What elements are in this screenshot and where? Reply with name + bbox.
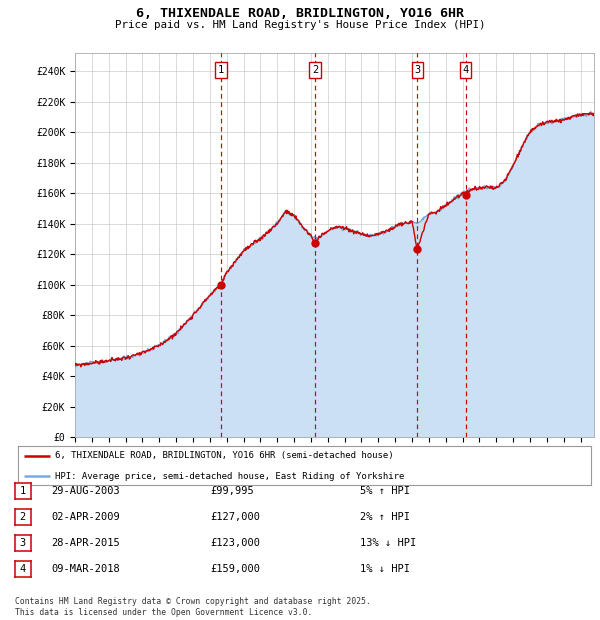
Text: 28-APR-2015: 28-APR-2015	[51, 538, 120, 548]
Text: 1% ↓ HPI: 1% ↓ HPI	[360, 564, 410, 574]
Text: 3: 3	[414, 65, 421, 75]
Text: 2: 2	[20, 512, 26, 522]
Text: 1: 1	[218, 65, 224, 75]
Text: Contains HM Land Registry data © Crown copyright and database right 2025.
This d: Contains HM Land Registry data © Crown c…	[15, 598, 371, 617]
Text: 2% ↑ HPI: 2% ↑ HPI	[360, 512, 410, 522]
Text: 2: 2	[312, 65, 318, 75]
Text: 02-APR-2009: 02-APR-2009	[51, 512, 120, 522]
Text: 4: 4	[20, 564, 26, 574]
Text: £127,000: £127,000	[210, 512, 260, 522]
Text: 09-MAR-2018: 09-MAR-2018	[51, 564, 120, 574]
Text: Price paid vs. HM Land Registry's House Price Index (HPI): Price paid vs. HM Land Registry's House …	[115, 20, 485, 30]
Text: £99,995: £99,995	[210, 486, 254, 496]
Text: 1: 1	[20, 486, 26, 496]
Text: 29-AUG-2003: 29-AUG-2003	[51, 486, 120, 496]
Text: £123,000: £123,000	[210, 538, 260, 548]
Text: 13% ↓ HPI: 13% ↓ HPI	[360, 538, 416, 548]
Text: £159,000: £159,000	[210, 564, 260, 574]
Text: HPI: Average price, semi-detached house, East Riding of Yorkshire: HPI: Average price, semi-detached house,…	[55, 472, 404, 480]
Text: 4: 4	[463, 65, 469, 75]
Text: 6, THIXENDALE ROAD, BRIDLINGTON, YO16 6HR: 6, THIXENDALE ROAD, BRIDLINGTON, YO16 6H…	[136, 7, 464, 20]
Text: 3: 3	[20, 538, 26, 548]
Text: 6, THIXENDALE ROAD, BRIDLINGTON, YO16 6HR (semi-detached house): 6, THIXENDALE ROAD, BRIDLINGTON, YO16 6H…	[55, 451, 394, 460]
Text: 5% ↑ HPI: 5% ↑ HPI	[360, 486, 410, 496]
